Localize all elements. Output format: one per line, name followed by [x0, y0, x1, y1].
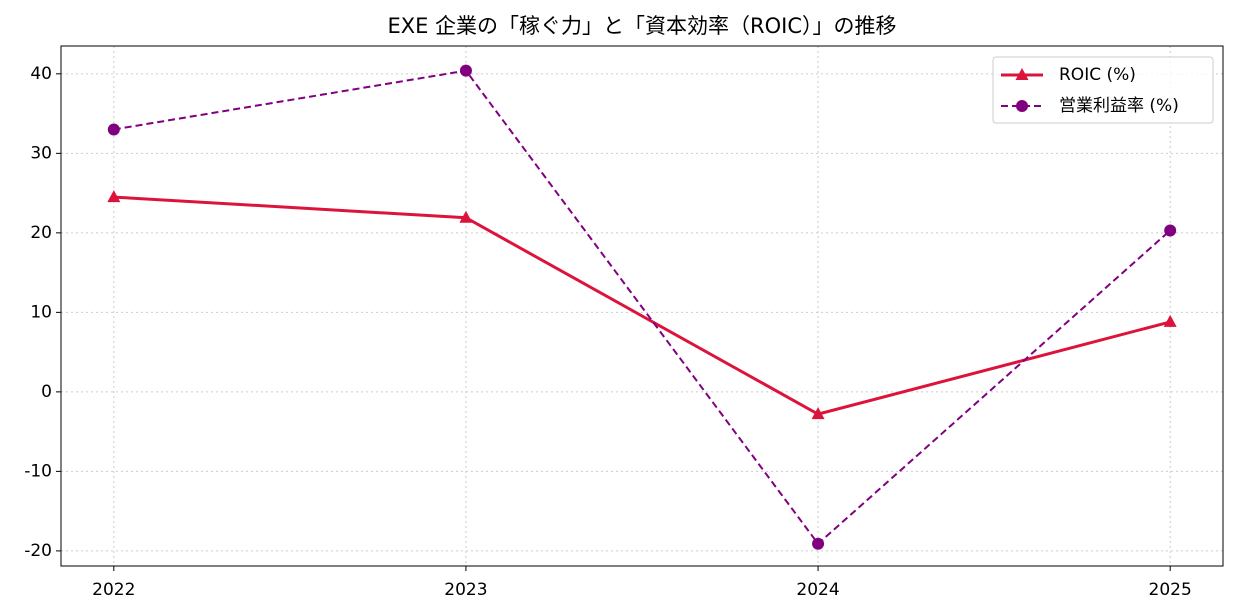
plot-frame [60, 45, 1224, 567]
x-tick-label: 2024 [796, 580, 839, 600]
y-tick-label: -20 [24, 541, 52, 561]
marker [459, 210, 473, 223]
y-tick-label: 20 [30, 223, 52, 243]
x-tick-label: 2023 [444, 580, 487, 600]
legend: ROIC (%) 営業利益率 (%) [992, 56, 1214, 124]
x-tick-label: 2022 [92, 580, 135, 600]
series-line [113, 69, 1171, 546]
y-tick-label: 40 [30, 64, 52, 84]
marker [1015, 68, 1029, 80]
chart-title: EXE 企業の「稼ぐ力」と「資本効率（ROIC）」の推移 [387, 14, 896, 38]
y-tick-label: 0 [41, 382, 52, 402]
marker [459, 64, 472, 77]
marker [1164, 224, 1177, 237]
marker [1163, 314, 1177, 327]
legend-label: 営業利益率 (%) [1059, 96, 1179, 116]
legend-label: ROIC (%) [1059, 65, 1136, 85]
marker [811, 407, 825, 420]
marker [107, 190, 121, 203]
y-tick-label: -10 [24, 461, 52, 481]
y-tick-label: 10 [30, 302, 52, 322]
marker [107, 123, 120, 136]
legend-box [992, 56, 1214, 124]
marker [1016, 100, 1028, 112]
x-tick-label: 2025 [1149, 580, 1192, 600]
y-tick-label: 30 [30, 143, 52, 163]
marker [812, 537, 825, 550]
series-line [113, 195, 1171, 416]
